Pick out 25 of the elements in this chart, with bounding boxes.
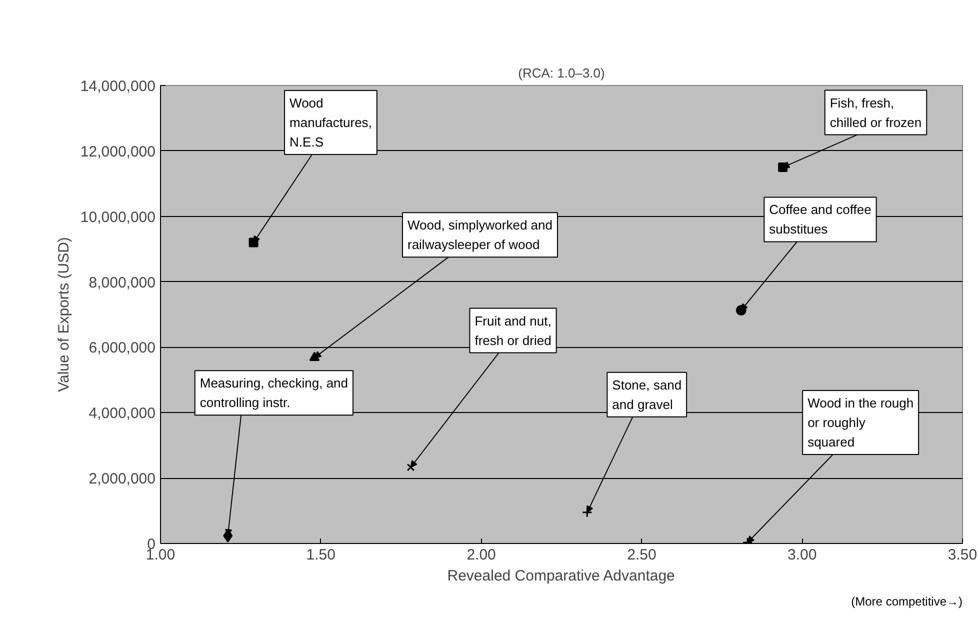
annotation: Wood in the rough or roughly squared xyxy=(808,396,914,450)
annotation: Fish, fresh, chilled or frozen xyxy=(830,95,922,130)
y-tick-label: 6,000,000 xyxy=(88,340,156,357)
x-tick-label: 3.50 xyxy=(948,546,978,564)
annotation: Measuring, checking, and controlling instr. xyxy=(200,376,348,410)
annotation: Stone, sand and gravel xyxy=(612,377,682,412)
point xyxy=(406,463,415,472)
annotation: Wood manufactures, N.E.S xyxy=(290,96,372,150)
y-tick-label: 12,000,000 xyxy=(80,143,156,160)
y-tick-label: 2,000,000 xyxy=(88,470,156,488)
x-tick-label: 1.50 xyxy=(306,546,336,564)
annotation: Fruit and nut, fresh or dried xyxy=(474,313,552,348)
annotation: Wood, simplyworked and railwaysleeper of wood xyxy=(407,218,552,252)
annotation: Coffee and coffee substitues xyxy=(769,202,872,237)
chart-title: (RCA: 1.0–3.0) xyxy=(518,66,605,80)
text: (More competitive→) xyxy=(851,594,963,608)
x-axis-title: Revealed Comparative Advantage xyxy=(447,568,675,584)
x-tick-label: 2.50 xyxy=(627,546,656,564)
x-tick-label: 3.00 xyxy=(788,546,817,564)
x-tick-label: 2.00 xyxy=(466,546,496,564)
y-axis-title: Value of Exports (USD) xyxy=(55,237,72,392)
y-tick-label: 8,000,000 xyxy=(88,274,156,292)
y-tick-label: 10,000,000 xyxy=(80,208,156,226)
y-tick-label: 14,000,000 xyxy=(80,78,156,95)
y-tick-label: 4,000,000 xyxy=(88,405,156,422)
